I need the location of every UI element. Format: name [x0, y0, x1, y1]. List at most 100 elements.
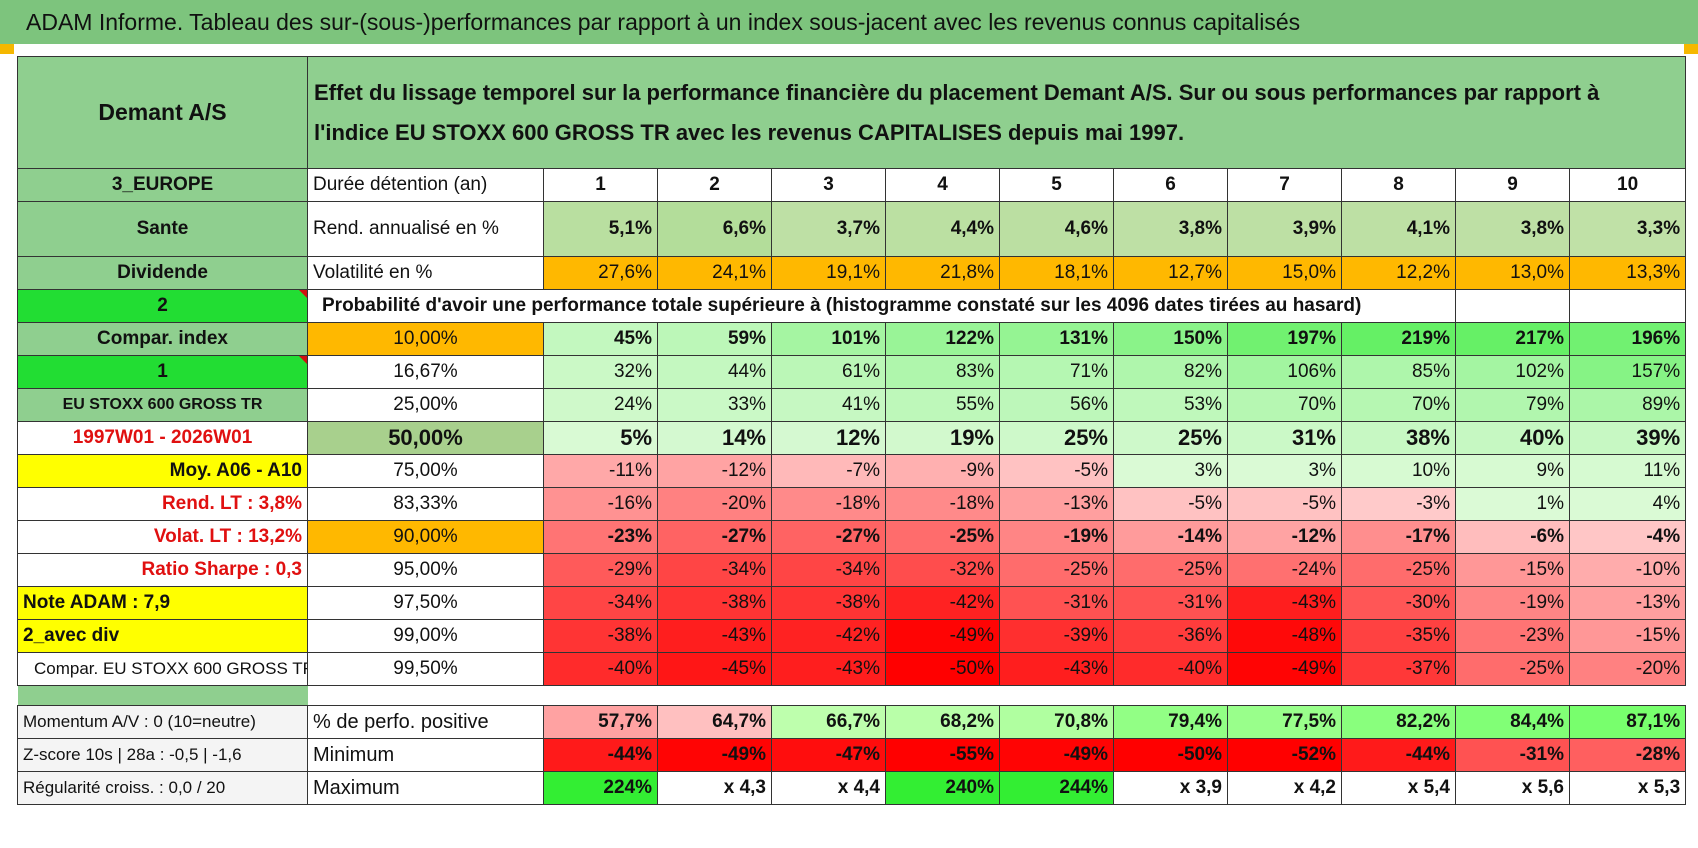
- stat-cell: -44%: [543, 738, 658, 772]
- distribution-cell: -24%: [1227, 553, 1342, 587]
- distribution-cell: 61%: [771, 355, 886, 389]
- stat-cell: 87,1%: [1568, 705, 1687, 739]
- distribution-cell: -23%: [543, 520, 658, 554]
- annual-return-cell: 5,1%: [543, 201, 658, 257]
- distribution-cell: 25%: [999, 421, 1114, 455]
- distribution-cell: 79%: [1455, 388, 1570, 422]
- stat-cell: x 4,3: [657, 771, 772, 805]
- distribution-cell: 39%: [1568, 421, 1687, 455]
- stat-cell: 82,2%: [1341, 705, 1456, 739]
- distribution-cell: -36%: [1113, 619, 1228, 653]
- stat-cell: -49%: [999, 738, 1114, 772]
- annual-return-cell: 4,4%: [885, 201, 1000, 257]
- stat-cell: x 4,4: [771, 771, 886, 805]
- distribution-cell: -43%: [999, 652, 1114, 686]
- index-name-label: EU STOXX 600 GROSS TR: [17, 388, 308, 422]
- index-number-label: 1: [17, 355, 308, 389]
- distribution-cell: 19%: [885, 421, 1000, 455]
- distribution-cell: -42%: [771, 619, 886, 653]
- distribution-cell: -25%: [1455, 652, 1570, 686]
- table-row: 2_avec div 99,00% -38% -43% -42% -49% -39% -36%…: [17, 619, 1687, 653]
- distribution-cell: -45%: [657, 652, 772, 686]
- volatility-cell: 19,1%: [771, 256, 886, 290]
- stat-left-label: Z-score 10s | 28a : -0,5 | -1,6: [17, 738, 308, 772]
- distribution-cell: -48%: [1227, 619, 1342, 653]
- dividend-label: Dividende: [17, 256, 308, 290]
- long-term-volatility-label: Volat. LT : 13,2%: [17, 520, 308, 554]
- year-header: 2: [657, 168, 772, 202]
- stat-cell: -28%: [1568, 738, 1687, 772]
- stat-label: Minimum: [307, 738, 544, 772]
- distribution-cell: 131%: [999, 322, 1114, 356]
- distribution-cell: 82%: [1113, 355, 1228, 389]
- distribution-cell: 85%: [1341, 355, 1456, 389]
- distribution-cell: -38%: [771, 586, 886, 620]
- stat-cell: 244%: [999, 771, 1114, 805]
- distribution-cell: -29%: [543, 553, 658, 587]
- distribution-cell: 31%: [1227, 421, 1342, 455]
- percentile-cell: 83,33%: [307, 487, 544, 521]
- momentum-row: Momentum A/V : 0 (10=neutre)% de perfo. …: [17, 705, 1687, 739]
- adam-score-label: Note ADAM : 7,9: [17, 586, 308, 620]
- distribution-cell: -37%: [1341, 652, 1456, 686]
- distribution-cell: -11%: [543, 454, 658, 488]
- distribution-cell: 89%: [1568, 388, 1687, 422]
- year-header: 3: [771, 168, 886, 202]
- distribution-cell: 44%: [657, 355, 772, 389]
- holding-duration-label: Durée détention (an): [307, 168, 544, 202]
- stat-cell: 66,7%: [771, 705, 886, 739]
- distribution-cell: 56%: [999, 388, 1114, 422]
- distribution-cell: -19%: [999, 520, 1114, 554]
- volatility-cell: 24,1%: [657, 256, 772, 290]
- stat-cell: -55%: [885, 738, 1000, 772]
- distribution-cell: 4%: [1568, 487, 1687, 521]
- asset-name: Demant A/S: [17, 56, 308, 169]
- table-row: Rend. LT : 3,8% 83,33% -16% -20% -18% -18% -13…: [17, 487, 1687, 521]
- distribution-cell: -43%: [771, 652, 886, 686]
- distribution-cell: -12%: [657, 454, 772, 488]
- empty-cell: [1568, 289, 1687, 323]
- volatility-cell: 21,8%: [885, 256, 1000, 290]
- distribution-cell: -31%: [1113, 586, 1228, 620]
- stat-cell: x 3,9: [1113, 771, 1228, 805]
- page-title: ADAM Informe. Tableau des sur-(sous-)per…: [0, 0, 1698, 44]
- volatility-row: Dividende Volatilité en % 27,6% 24,1% 19,1…: [17, 256, 1687, 290]
- stat-cell: 64,7%: [657, 705, 772, 739]
- distribution-cell: 150%: [1113, 322, 1228, 356]
- percentile-cell: 25,00%: [307, 388, 544, 422]
- volatility-cell: 12,7%: [1113, 256, 1228, 290]
- distribution-cell: 197%: [1227, 322, 1342, 356]
- distribution-cell: 3%: [1227, 454, 1342, 488]
- distribution-cell: 59%: [657, 322, 772, 356]
- stat-cell: -52%: [1227, 738, 1342, 772]
- annual-return-label: Rend. annualisé en %: [307, 201, 544, 257]
- distribution-cell: 33%: [657, 388, 772, 422]
- probability-caption: Probabilité d'avoir une performance tota…: [307, 289, 1456, 323]
- distribution-cell: -32%: [885, 553, 1000, 587]
- distribution-cell: -39%: [999, 619, 1114, 653]
- distribution-cell: -15%: [1455, 553, 1570, 587]
- annual-return-cell: 3,7%: [771, 201, 886, 257]
- year-header: 10: [1568, 168, 1687, 202]
- stat-left-label: Régularité croiss. : 0,0 / 20: [17, 771, 308, 805]
- distribution-cell: -15%: [1568, 619, 1687, 653]
- stat-cell: x 5,6: [1455, 771, 1570, 805]
- volatility-cell: 18,1%: [999, 256, 1114, 290]
- stat-cell: 79,4%: [1113, 705, 1228, 739]
- stat-cell: x 5,3: [1568, 771, 1687, 805]
- distribution-cell: 10%: [1341, 454, 1456, 488]
- corner-marker-left: [0, 44, 14, 54]
- stat-cell: 70,8%: [999, 705, 1114, 739]
- annual-return-cell: 3,9%: [1227, 201, 1342, 257]
- distribution-cell: 45%: [543, 322, 658, 356]
- year-header: 6: [1113, 168, 1228, 202]
- table-row: Ratio Sharpe : 0,3 95,00% -29% -34% -34% -32%…: [17, 553, 1687, 587]
- stat-label: Maximum: [307, 771, 544, 805]
- distribution-cell: -25%: [1341, 553, 1456, 587]
- volatility-cell: 13,3%: [1568, 256, 1687, 290]
- volatility-cell: 13,0%: [1455, 256, 1570, 290]
- distribution-cell: 102%: [1455, 355, 1570, 389]
- performance-table: Demant A/S Effet du lissage temporel sur…: [17, 56, 1687, 805]
- percentile-cell: 99,50%: [307, 652, 544, 686]
